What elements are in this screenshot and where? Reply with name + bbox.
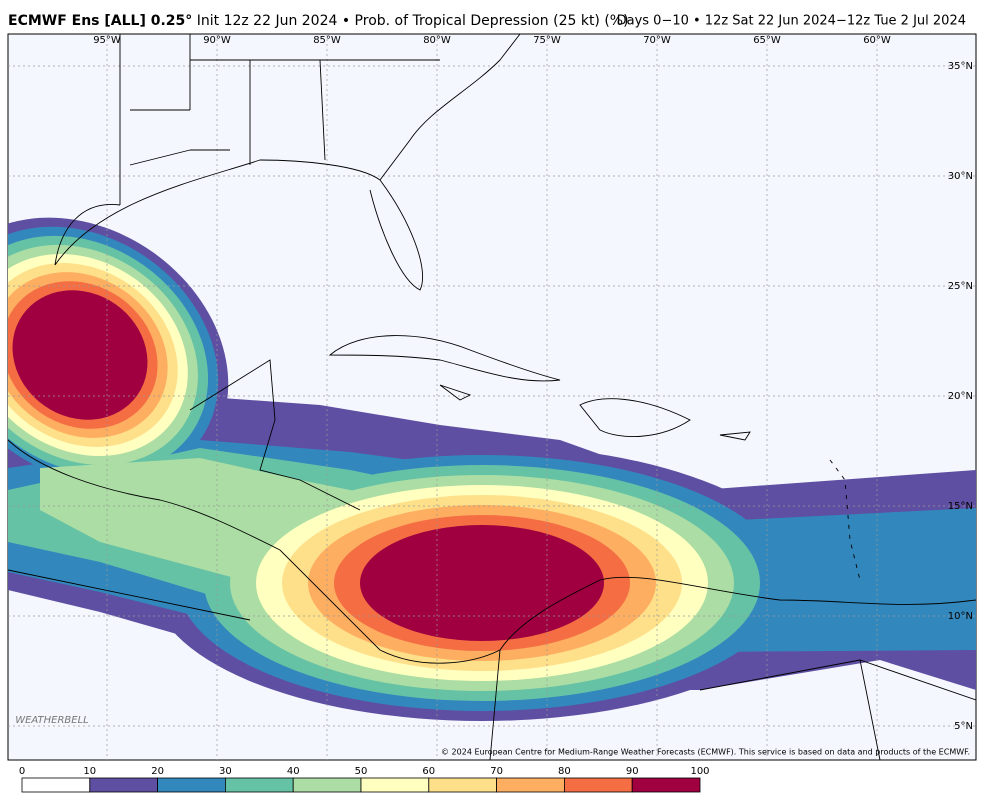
lon-label: 70°W: [643, 35, 671, 46]
colorbar-segment: [224, 777, 294, 793]
colorbar-tick-label: 30: [219, 766, 232, 777]
colorbar-segment: [496, 777, 565, 793]
lat-label: 30°N: [948, 171, 973, 182]
hispaniola: [579, 398, 691, 438]
colorbar-segment: [428, 777, 497, 793]
lat-label: 5°N: [954, 721, 973, 732]
grid-labels: 95°W 90°W 85°W 80°W 75°W 70°W 65°W 60°W 35°N 30°N…: [93, 35, 973, 732]
colorbar: 0 10 20 30 40 50 60 70 80 90 100: [19, 766, 710, 793]
colorbar-tick-label: 70: [490, 766, 503, 777]
period: Days 0−10 • 12z Sat 22 Jun 2024−12z Tue …: [617, 14, 966, 29]
graticule: [8, 34, 976, 760]
lat-label: 25°N: [948, 281, 973, 292]
lon-label: 95°W: [93, 35, 121, 46]
colorbar-tick-label: 50: [355, 766, 368, 777]
colorbar-segment: [21, 777, 91, 793]
colorbar-segment: [360, 777, 430, 793]
lat-label: 15°N: [948, 501, 973, 512]
prob-caribbean: [360, 525, 604, 641]
lat-label: 35°N: [948, 61, 973, 72]
colorbar-tick-label: 90: [626, 766, 639, 777]
title: ECMWF Ens [ALL] 0.25° Init 12z 22 Jun 20…: [8, 13, 629, 29]
colorbar-segment: [157, 777, 226, 793]
us-coast: [54, 34, 521, 291]
colorbar-segment: [631, 777, 701, 793]
islands: [439, 384, 751, 441]
colorbar-tick-label: 60: [422, 766, 435, 777]
colorbar-tick-label: 80: [558, 766, 571, 777]
cuba: [328, 335, 561, 382]
lat-label: 20°N: [948, 391, 973, 402]
colorbar-tick-label: 40: [287, 766, 300, 777]
colorbar-segment: [89, 777, 159, 793]
lon-label: 90°W: [203, 35, 231, 46]
credit: © 2024 European Centre for Medium-Range …: [441, 748, 970, 757]
central-america: [8, 359, 976, 664]
colorbar-tick-label: 10: [83, 766, 96, 777]
colorbar-tick-label: 20: [151, 766, 164, 777]
lat-label: 10°N: [948, 611, 973, 622]
logo: WEATHERBELL: [15, 715, 89, 726]
coastlines: [8, 34, 976, 760]
south-america: [489, 649, 976, 760]
lon-label: 85°W: [313, 35, 341, 46]
title-bold: ECMWF Ens [ALL] 0.25°: [8, 13, 192, 29]
colorbar-segment: [564, 777, 633, 793]
colorbar-tick-label: 0: [19, 766, 25, 777]
colorbar-segment: [292, 777, 362, 793]
title-rest: Init 12z 22 Jun 2024 • Prob. of Tropical…: [197, 13, 629, 29]
lon-label: 80°W: [423, 35, 451, 46]
lon-label: 60°W: [863, 35, 891, 46]
colorbar-tick-label: 100: [690, 766, 709, 777]
prob-gulf: [12, 290, 148, 420]
lesser-antilles: [829, 459, 861, 581]
lon-label: 75°W: [533, 35, 561, 46]
lon-label: 65°W: [753, 35, 781, 46]
